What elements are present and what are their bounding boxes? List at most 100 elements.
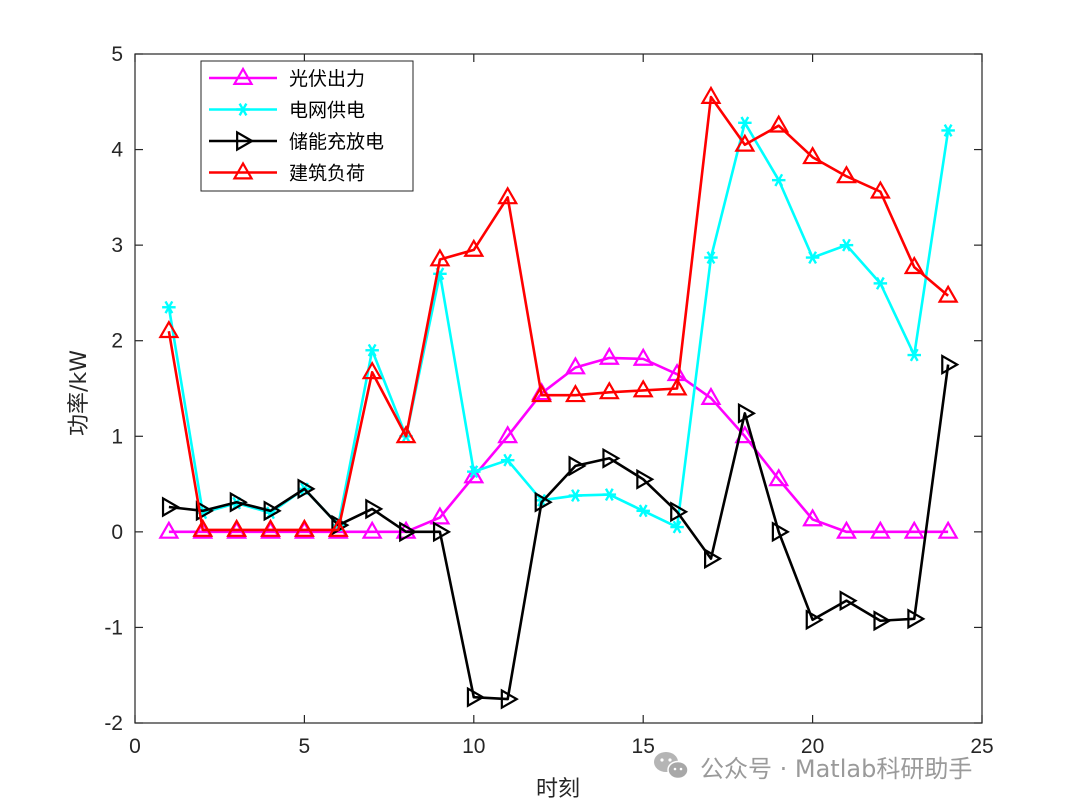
data-point	[432, 521, 452, 543]
data-point	[466, 686, 486, 708]
series-3	[161, 354, 960, 710]
y-tick-label: 5	[111, 43, 123, 66]
axes-layer: 0 5 10 15 20 25 -2 -1 0 1 2 3 4 5	[104, 43, 993, 758]
x-tick-label: 15	[632, 735, 655, 758]
data-point	[162, 300, 176, 314]
data-point	[297, 478, 316, 500]
data-point	[399, 521, 418, 543]
data-point	[907, 608, 926, 630]
data-point	[327, 518, 349, 537]
data-point	[598, 346, 620, 365]
legend-label: 建筑负荷	[289, 163, 365, 185]
data-point	[771, 173, 786, 187]
data-point	[158, 319, 180, 339]
data-point	[836, 165, 857, 184]
y-tick-label: -1	[104, 616, 123, 639]
data-point	[937, 284, 959, 303]
x-tick-label: 20	[801, 735, 824, 758]
legend-label: 储能充放电	[289, 131, 384, 153]
data-point	[636, 504, 650, 518]
watermark-text: 公众号 · Matlab科研助手	[700, 755, 972, 783]
data-point	[602, 447, 621, 469]
x-tick-label: 0	[129, 735, 141, 758]
data-point	[768, 114, 790, 133]
legend-item: 光伏出力	[209, 66, 365, 90]
data-point	[568, 455, 587, 477]
data-point	[704, 548, 723, 570]
y-tick-label: 3	[111, 234, 123, 257]
legend-marker	[236, 130, 255, 152]
data-point	[839, 238, 854, 252]
watermark: 公众号 · Matlab科研助手	[654, 752, 972, 783]
data-point	[700, 386, 722, 406]
series-4	[158, 85, 959, 537]
data-point	[534, 491, 553, 513]
data-point	[802, 508, 824, 527]
data-point	[429, 506, 451, 525]
y-tick-label: -2	[104, 712, 123, 735]
data-point	[903, 255, 925, 275]
data-point	[467, 465, 481, 479]
data-point	[768, 468, 790, 487]
legend-box	[200, 60, 414, 192]
data-point	[704, 251, 718, 265]
legend-label: 电网供电	[289, 100, 365, 122]
y-tick-label: 2	[111, 330, 123, 353]
data-point	[802, 146, 824, 165]
data-point	[869, 520, 891, 539]
data-point	[361, 361, 383, 380]
data-point	[500, 688, 519, 710]
data-point	[226, 518, 248, 537]
data-point	[263, 500, 282, 522]
data-point	[531, 383, 553, 403]
data-point	[636, 468, 655, 490]
series-layer	[158, 85, 960, 710]
data-point	[564, 383, 586, 403]
data-point	[666, 377, 688, 396]
data-point	[497, 186, 519, 205]
data-point	[429, 248, 451, 267]
data-point	[158, 520, 180, 539]
legend-marker	[232, 161, 254, 180]
data-point	[568, 489, 583, 502]
data-point	[903, 520, 925, 539]
data-point	[463, 238, 485, 257]
data-point	[602, 488, 617, 502]
data-point	[260, 518, 281, 537]
data-point	[836, 520, 857, 539]
data-point	[463, 465, 485, 484]
y-tick-label: 1	[111, 425, 123, 448]
data-point	[192, 518, 214, 537]
legend-marker	[236, 103, 250, 116]
plot-frame	[134, 53, 983, 724]
y-axis-label: 功率/kW	[67, 350, 92, 436]
data-point	[941, 124, 955, 137]
data-point	[395, 425, 417, 444]
data-point	[632, 379, 654, 398]
data-point	[734, 133, 756, 152]
y-tick-label: 4	[111, 139, 123, 162]
x-tick-label: 5	[299, 735, 311, 758]
data-point	[700, 85, 722, 104]
data-point	[738, 116, 752, 130]
data-point	[805, 251, 820, 265]
data-point	[293, 518, 315, 537]
data-point	[365, 498, 384, 520]
data-point	[737, 402, 757, 424]
data-point	[805, 609, 824, 631]
legend-item: 建筑负荷	[209, 161, 365, 185]
data-point	[670, 520, 684, 534]
legend-item: 储能充放电	[209, 130, 384, 153]
data-point	[632, 347, 654, 366]
data-point	[839, 590, 858, 612]
data-point	[873, 610, 892, 632]
data-point	[361, 520, 383, 539]
data-point	[500, 453, 515, 467]
y-tick-label: 0	[111, 521, 123, 544]
wechat-icon	[654, 752, 689, 780]
data-point	[771, 521, 790, 543]
data-point	[365, 343, 379, 357]
legend-item: 电网供电	[209, 100, 365, 122]
